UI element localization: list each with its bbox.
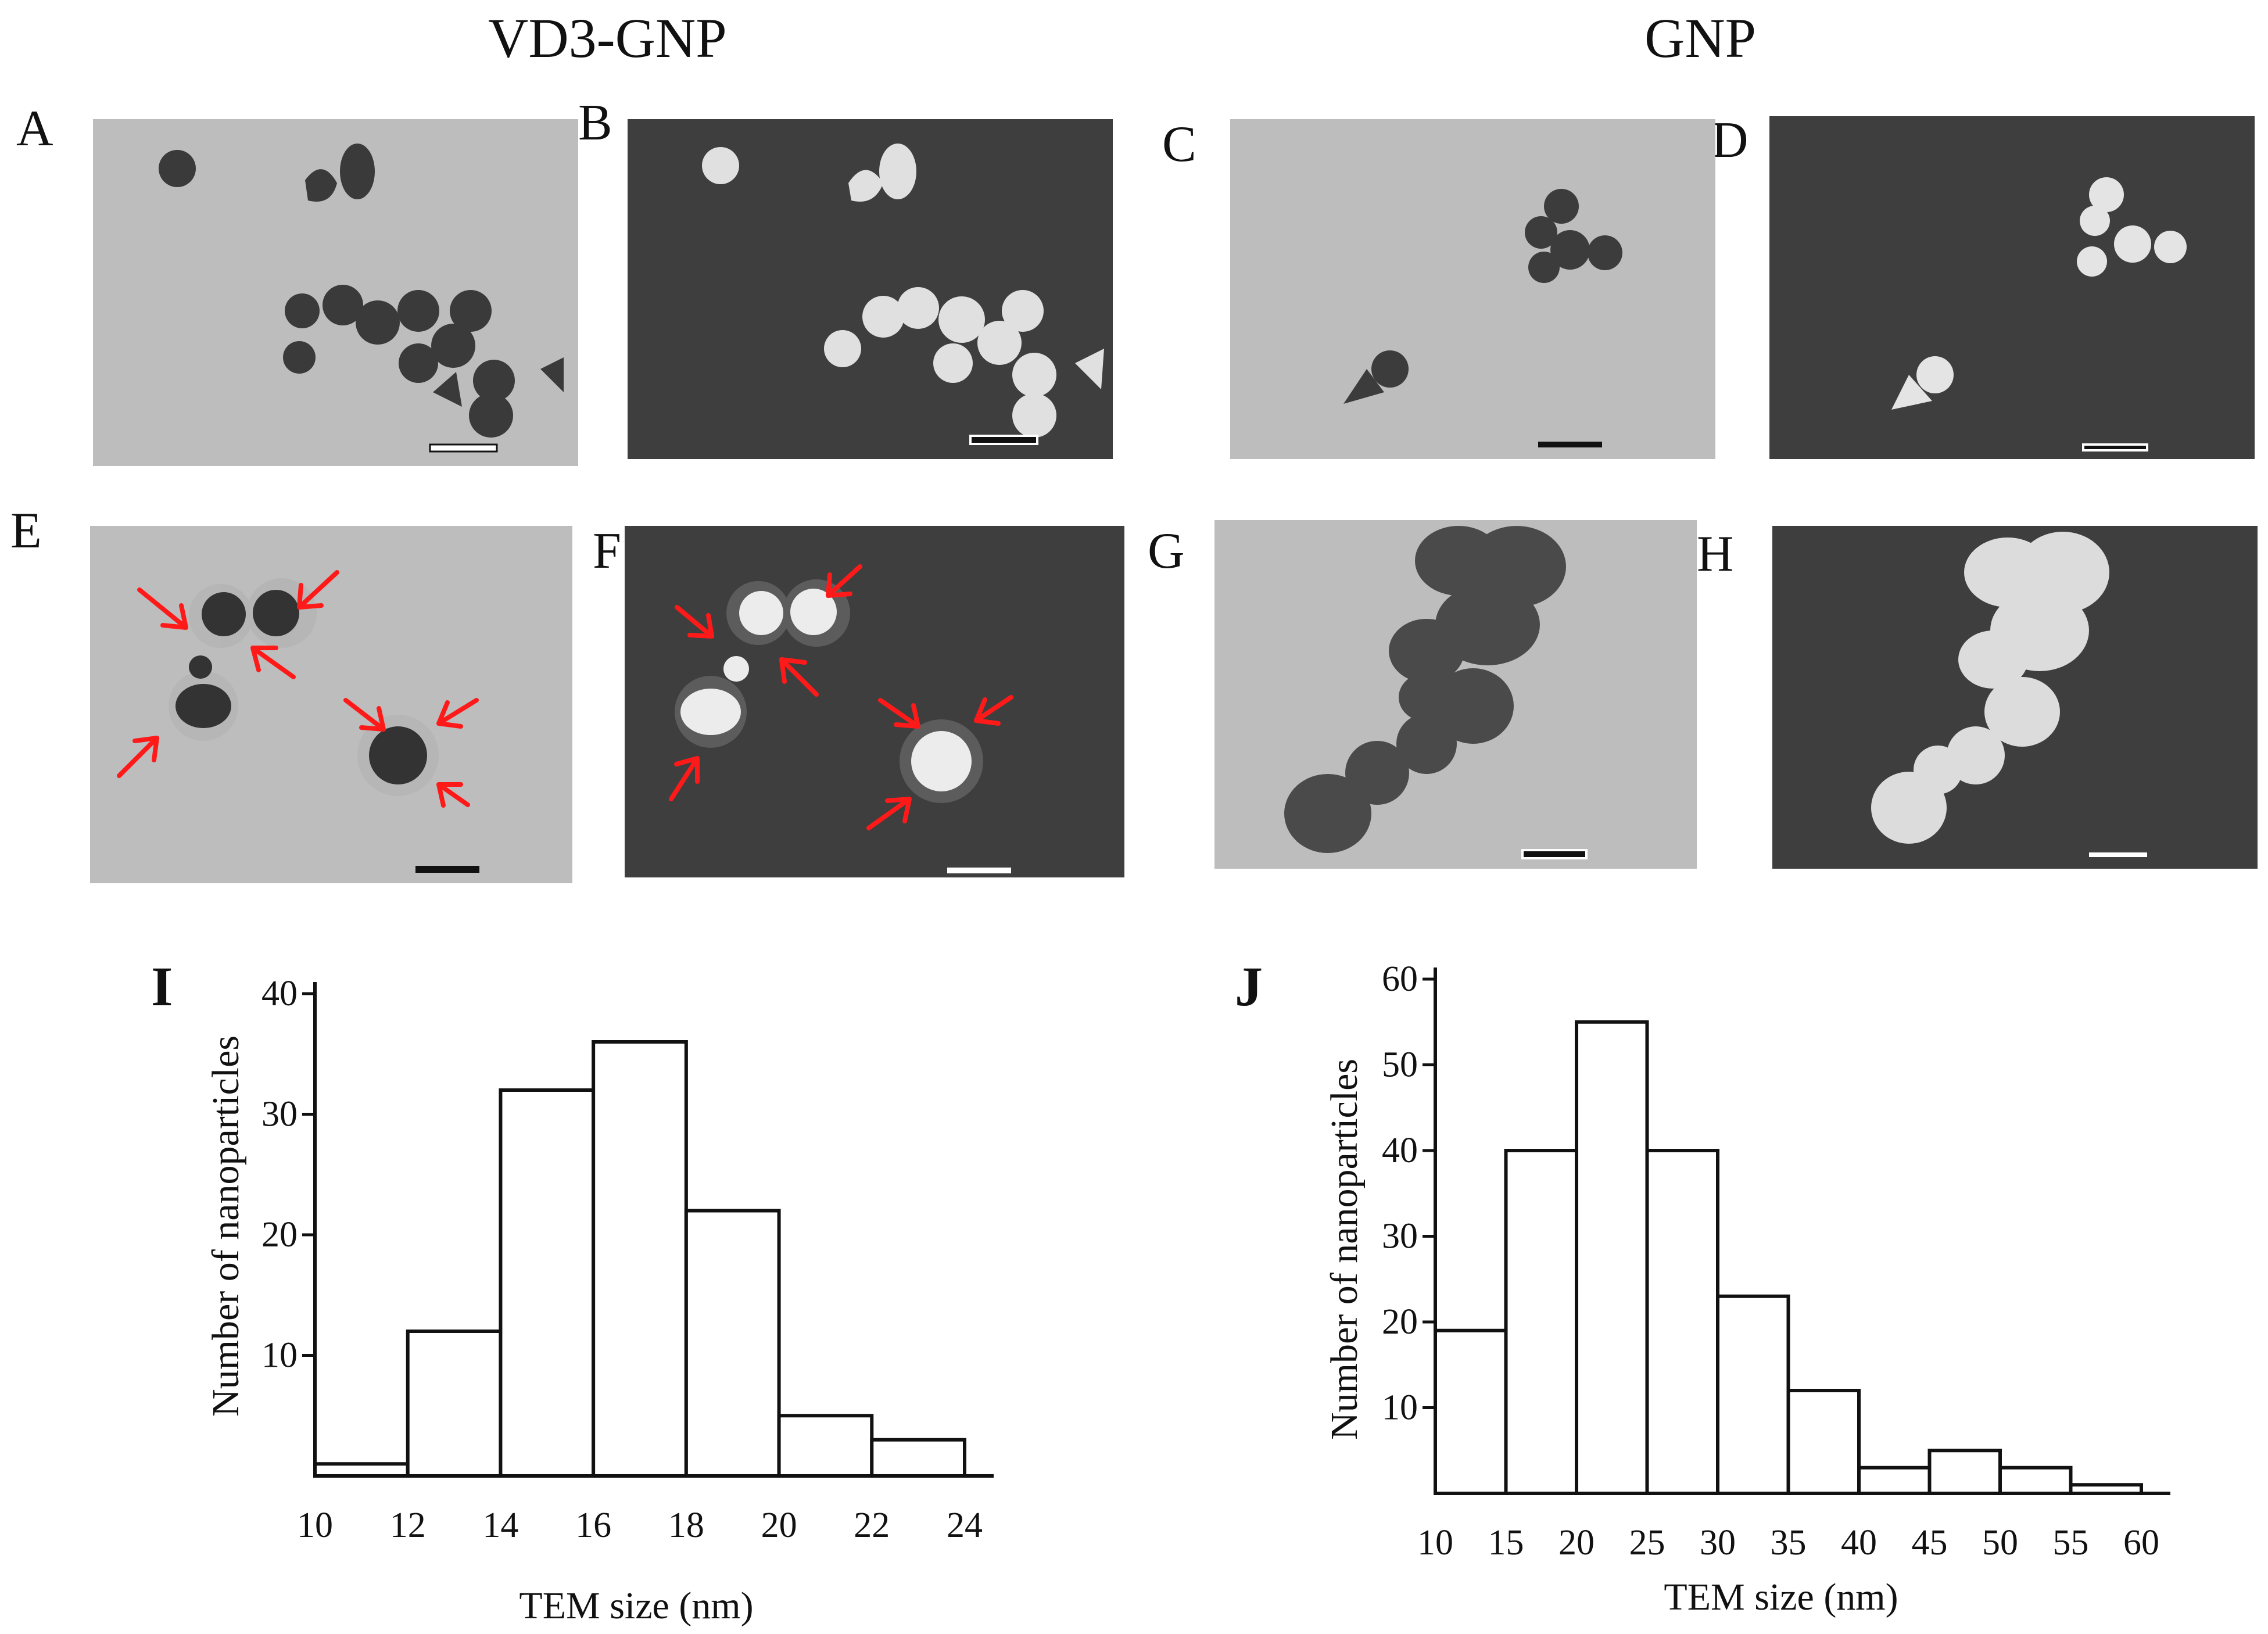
- chart-letter-j: J: [1235, 955, 1263, 1017]
- hist-j-bar-7: [1927, 1449, 2002, 1495]
- hist-i-ytick-2: 30: [261, 1095, 298, 1134]
- hist-j-bar-4: [1716, 1294, 1790, 1495]
- panel-label-f: F: [593, 523, 621, 579]
- chart-letter-i: I: [151, 955, 173, 1017]
- hist-i-xtick-3: 16: [575, 1506, 611, 1545]
- histogram-j-svg: J Number of nanoparticles TEM size (nm) …: [1235, 955, 2170, 1618]
- panel-label-c: C: [1162, 116, 1196, 173]
- hist-i-xtick-1: 12: [390, 1506, 426, 1545]
- hist-j-ytick-2: 30: [1382, 1217, 1418, 1256]
- hist-j-bar-3: [1645, 1149, 1719, 1495]
- hist-i-bar-3: [592, 1040, 688, 1478]
- tem-image-b: [628, 119, 1113, 459]
- tem-image-f: [625, 526, 1124, 877]
- tem-image-a: [93, 119, 578, 466]
- hist-i-xtick-2: 14: [482, 1506, 518, 1545]
- hist-j-ytick-0: 10: [1382, 1388, 1418, 1428]
- hist-j-bar-0: [1434, 1328, 1508, 1495]
- hist-j-xtick-3: 25: [1629, 1523, 1665, 1563]
- histogram-i: I Number of nanoparticles TEM size (nm) …: [151, 941, 1034, 1633]
- histogram-i-svg: I Number of nanoparticles TEM size (nm) …: [151, 955, 994, 1627]
- hist-j-xtick-6: 40: [1841, 1523, 1877, 1563]
- tem-image-c: [1230, 119, 1715, 459]
- hist-i-xtick-6: 22: [854, 1506, 890, 1545]
- hist-i-ytick-1: 20: [261, 1215, 298, 1255]
- hist-j-xtick-7: 45: [1912, 1523, 1948, 1563]
- hist-j-axes: [1434, 967, 2170, 1495]
- header-gnp: GNP: [1644, 7, 1757, 69]
- hist-i-bar-2: [499, 1088, 596, 1478]
- hist-i-bar-5: [777, 1414, 874, 1478]
- hist-i-xtick-7: 24: [947, 1506, 983, 1545]
- hist-i-axes: [313, 982, 994, 1478]
- hist-j-bar-6: [1857, 1465, 1932, 1495]
- hist-i-bar-0: [313, 1462, 410, 1478]
- hist-i-xtick-0: 10: [297, 1506, 333, 1545]
- panel-label-b: B: [578, 95, 612, 151]
- hist-j-xtick-10: 60: [2123, 1523, 2159, 1563]
- y-axis-label-i: Number of nanoparticles: [205, 1035, 247, 1417]
- hist-i-bar-1: [406, 1330, 503, 1478]
- tem-image-d: [1769, 116, 2255, 459]
- tem-image-g: [1214, 520, 1697, 869]
- hist-j-ytick-4: 50: [1382, 1045, 1418, 1085]
- hist-j-ytick-5: 60: [1382, 959, 1418, 999]
- hist-i-bar-4: [684, 1209, 781, 1478]
- hist-j-xtick-2: 20: [1558, 1523, 1595, 1563]
- hist-i-ytick-0: 10: [261, 1336, 298, 1375]
- panel-label-h: H: [1697, 526, 1734, 582]
- panel-label-e: E: [10, 503, 42, 559]
- y-axis-label-j: Number of nanoparticles: [1323, 1059, 1366, 1440]
- histogram-j: J Number of nanoparticles TEM size (nm) …: [1235, 941, 2211, 1633]
- hist-j-ytick-1: 20: [1382, 1302, 1418, 1342]
- hist-j-bar-8: [1998, 1465, 2073, 1495]
- panel-label-d: D: [1711, 112, 1749, 169]
- hist-j-xtick-0: 10: [1417, 1523, 1453, 1563]
- hist-j-xtick-8: 50: [1982, 1523, 2018, 1563]
- hist-j-bar-2: [1575, 1020, 1649, 1495]
- hist-j-bar-1: [1504, 1149, 1578, 1495]
- hist-i-bar-6: [870, 1438, 967, 1478]
- hist-i-ytick-3: 40: [261, 974, 298, 1013]
- hist-i-xtick-4: 18: [668, 1506, 704, 1545]
- x-axis-label-i: TEM size (nm): [519, 1585, 753, 1627]
- hist-j-xtick-5: 35: [1771, 1523, 1807, 1563]
- hist-j-bar-5: [1786, 1389, 1861, 1495]
- hist-j-xtick-4: 30: [1700, 1523, 1736, 1563]
- panel-label-g: G: [1148, 523, 1185, 579]
- header-vd3-gnp: VD3-GNP: [488, 7, 727, 69]
- tem-image-h: [1772, 526, 2258, 869]
- panel-label-a: A: [16, 101, 53, 157]
- x-axis-label-j: TEM size (nm): [1664, 1576, 1898, 1618]
- hist-j-xtick-9: 55: [2053, 1523, 2089, 1563]
- hist-j-xtick-1: 15: [1488, 1523, 1524, 1563]
- hist-j-ytick-3: 40: [1382, 1131, 1418, 1170]
- hist-i-xtick-5: 20: [761, 1506, 797, 1545]
- tem-image-e: [90, 526, 572, 883]
